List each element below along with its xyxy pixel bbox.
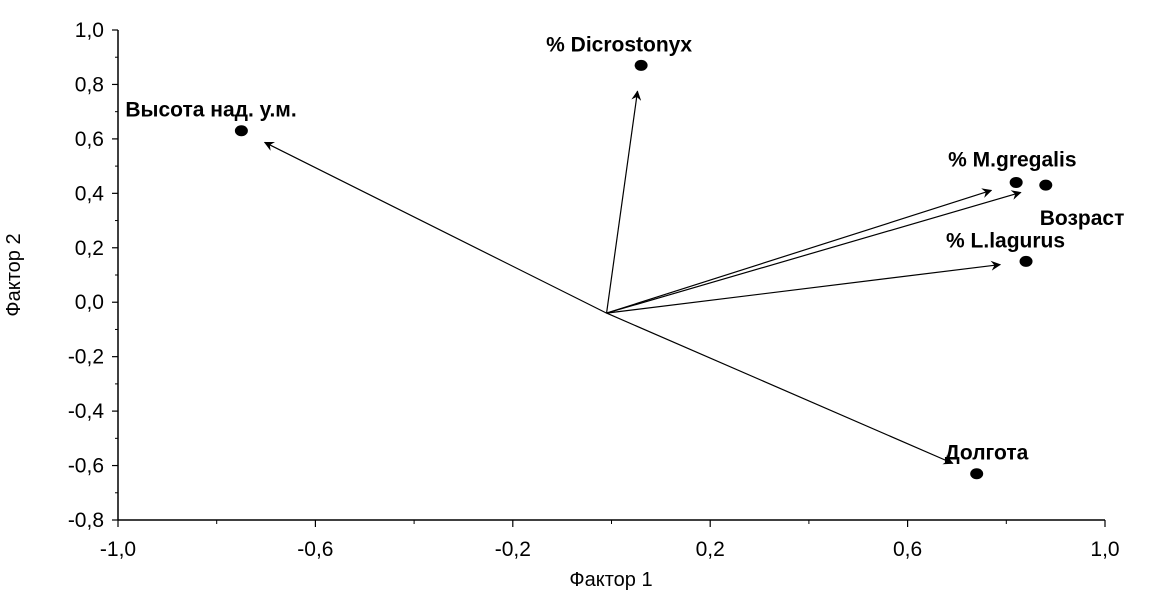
y-tick-label: -0,2	[68, 346, 104, 369]
variable-label: Возраст	[1040, 207, 1125, 230]
x-tick-label: -1,0	[100, 538, 136, 561]
variable-label: % Dicrostonyx	[546, 33, 692, 56]
factor-vector	[606, 260, 1002, 314]
y-tick-label: 0,6	[75, 128, 104, 151]
y-tick-label: 0,8	[75, 73, 104, 96]
x-tick-label: 0,6	[893, 538, 922, 561]
variable-label: % L.lagurus	[946, 229, 1065, 252]
variable-label: % M.gregalis	[948, 148, 1076, 171]
variable-point	[970, 468, 984, 480]
x-tick-label: -0,6	[297, 538, 333, 561]
factor-vector	[263, 141, 607, 314]
y-tick-label: 1,0	[75, 19, 104, 42]
factor-vectors	[263, 90, 1022, 465]
variable-label: Высота над. у.м.	[125, 99, 296, 122]
x-tick-label: 1,0	[1090, 538, 1119, 561]
x-tick-label: 0,2	[696, 538, 725, 561]
variable-point	[1039, 179, 1053, 191]
y-tick-label: 0,0	[75, 291, 104, 314]
y-axis-title: Фактор 2	[3, 233, 25, 316]
y-axis-ticks: 1,0 0,8 0,6 0,4 0,2 0,0 -0,2 -0,4 -0,6 -0,8	[68, 19, 118, 532]
variable-point	[634, 59, 648, 71]
variable-labels: % Dicrostonyx Высота над. у.м. % M.gregali…	[125, 33, 1124, 464]
y-tick-label: 0,4	[75, 182, 105, 205]
variable-point	[234, 125, 248, 137]
variable-label: Долгота	[945, 442, 1029, 465]
y-tick-label: -0,6	[68, 455, 104, 478]
y-tick-label: -0,4	[68, 400, 105, 423]
variable-point	[1009, 176, 1023, 188]
y-tick-label: -0,8	[68, 509, 104, 532]
variable-points	[234, 59, 1053, 480]
x-axis-title: Фактор 1	[569, 569, 652, 591]
factor-vector	[606, 188, 993, 314]
factor-vector	[605, 90, 642, 314]
x-tick-label: -0,2	[495, 538, 531, 561]
y-tick-label: 0,2	[75, 237, 104, 260]
factor-vector	[606, 190, 1022, 314]
x-axis-ticks: -1,0 -0,6 -0,2 0,2 0,6 1,0	[100, 520, 1120, 561]
variable-point	[1019, 255, 1033, 267]
factor-vector	[606, 312, 954, 465]
